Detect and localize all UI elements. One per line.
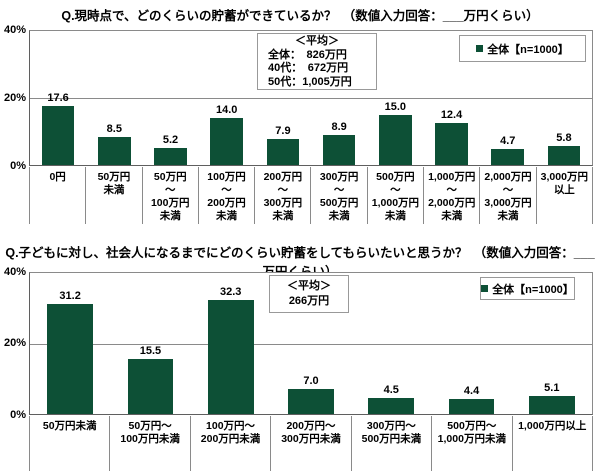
legend-label: 全体【n=1000】	[492, 283, 574, 296]
bar-slot: 14.0	[199, 31, 255, 165]
bar	[322, 135, 356, 165]
bar-value-label: 5.1	[544, 382, 560, 395]
bar-value-label: 12.4	[440, 109, 463, 122]
y-axis-tick-label: 20%	[3, 337, 26, 349]
bar-value-label: 8.5	[106, 122, 122, 135]
average-heading: ＜平均＞	[295, 35, 339, 47]
bar	[154, 147, 187, 165]
bar	[207, 300, 254, 414]
bar-slot: 5.1	[512, 273, 592, 414]
bar-slot: 8.5	[86, 31, 142, 165]
average-annotation-box: ＜平均＞ 全体： 826万円 40代： 672万円 50代：1,005万円	[257, 33, 377, 90]
x-axis-label: 200万円～ 300万円未満	[271, 416, 352, 471]
y-axis-tick-label: 0%	[10, 409, 26, 421]
x-axis-label: 500万円～ 1,000万円未満	[432, 416, 513, 471]
x-axis-label: 3,000万円 以上	[537, 167, 593, 224]
bar-value-label: 31.2	[59, 290, 81, 303]
x-axis-label: 300万円 ～ 500万円 未満	[311, 167, 368, 224]
x-axis-labels: 50万円未満 50万円～ 100万円未満 100万円～ 200万円未満 200万円～ …	[29, 416, 593, 471]
average-line: 50代：1,005万円	[268, 75, 352, 88]
bar-value-label: 4.7	[500, 135, 516, 148]
bars-container: 17.6 8.5 5.2 14.0 7.9 8.9 15.0 12.4 4.7 5.8	[30, 31, 592, 165]
bar	[41, 106, 75, 165]
bar-slot: 5.8	[536, 31, 592, 165]
bar-slot: 31.2	[30, 273, 110, 414]
bar-value-label: 15.5	[139, 345, 162, 358]
y-axis-tick-label: 20%	[3, 92, 26, 104]
bar	[210, 118, 243, 165]
bar-slot: 4.7	[480, 31, 536, 165]
bar-value-label: 5.2	[162, 133, 179, 146]
bar-value-label: 5.8	[556, 131, 572, 144]
bar	[127, 359, 174, 414]
x-axis-label: 300万円～ 500万円未満	[352, 416, 433, 471]
y-axis-tick-label: 0%	[10, 160, 26, 172]
bar	[448, 398, 495, 414]
bar-value-label: 7.0	[303, 375, 319, 388]
x-axis-label: 50万円 未満	[86, 167, 143, 224]
x-axis-label: 100万円～ 200万円未満	[191, 416, 272, 471]
bar	[547, 145, 581, 165]
bar	[379, 114, 412, 165]
bar-value-label: 4.5	[383, 384, 399, 397]
bar-value-label: 4.4	[463, 384, 480, 397]
legend-label: 全体【n=1000】	[487, 43, 569, 56]
bar-slot: 4.5	[351, 273, 431, 414]
x-axis-label: 0円	[30, 167, 87, 224]
bar	[528, 396, 575, 414]
bar	[491, 149, 525, 165]
bar-slot: 17.6	[30, 31, 86, 165]
bar-value-label: 17.6	[47, 92, 69, 105]
bar-value-label: 14.0	[216, 104, 238, 117]
legend-swatch-icon	[476, 45, 484, 52]
chart-title: Q.現時点で、どのくらいの貯蓄ができているか？ （数値入力回答：___万円くらい…	[61, 9, 539, 23]
average-annotation-box: ＜平均＞ 266万円	[269, 275, 349, 313]
bar-slot: 5.2	[142, 31, 198, 165]
gridline-20pct	[30, 98, 592, 99]
bar-slot: 12.4	[423, 31, 479, 165]
legend-box: 全体【n=1000】	[480, 277, 575, 300]
x-axis-label: 1,000万円以上	[513, 416, 593, 471]
bar	[266, 138, 300, 165]
bar-slot: 15.5	[110, 273, 190, 414]
average-line: 40代： 672万円	[268, 62, 349, 74]
bar	[368, 398, 415, 414]
y-axis-tick-label: 40%	[3, 266, 26, 278]
bar	[47, 304, 94, 414]
x-axis-label: 100万円 ～ 200万円 未満	[199, 167, 256, 224]
bar	[288, 389, 334, 414]
legend-box: 全体【n=1000】	[459, 35, 586, 62]
bar	[435, 123, 468, 165]
bar-value-label: 8.9	[331, 121, 347, 134]
x-axis-label: 50万円未満	[30, 416, 111, 471]
y-axis-tick-label: 40%	[3, 24, 26, 36]
bar-slot: 7.0	[271, 273, 351, 414]
bar-slot: 7.9	[255, 31, 311, 165]
bar-value-label: 15.0	[384, 100, 407, 113]
bar-value-label: 7.9	[275, 124, 291, 137]
legend-swatch-icon	[481, 285, 489, 292]
x-axis-labels: 0円 50万円 未満 50万円 ～ 100万円 未満 100万円 ～ 200万円 未満…	[29, 167, 593, 224]
bars-container: 31.2 15.5 32.3 7.0 4.5 4.4 5.1	[30, 273, 592, 414]
average-line: 266万円	[288, 295, 330, 307]
x-axis-label: 500万円 ～ 1,000万円 未満	[368, 167, 425, 224]
bar-slot: 15.0	[367, 31, 423, 165]
x-axis-label: 50万円～ 100万円未満	[110, 416, 191, 471]
bar-value-label: 32.3	[219, 286, 242, 299]
bar	[98, 136, 131, 165]
bar-slot: 8.9	[311, 31, 367, 165]
x-axis-label: 50万円 ～ 100万円 未満	[143, 167, 199, 224]
gridline-20pct	[30, 343, 592, 345]
average-line: 全体： 826万円	[268, 48, 347, 61]
bar-slot: 32.3	[191, 273, 271, 414]
bar-slot: 4.4	[431, 273, 511, 414]
x-axis-label: 200万円 ～ 300万円 未満	[255, 167, 312, 224]
x-axis-label: 2,000万円 ～ 3,000万円 未満	[480, 167, 537, 224]
average-heading: ＜平均＞	[287, 280, 331, 292]
x-axis-label: 1,000万円 ～ 2,000万円 未満	[424, 167, 481, 224]
